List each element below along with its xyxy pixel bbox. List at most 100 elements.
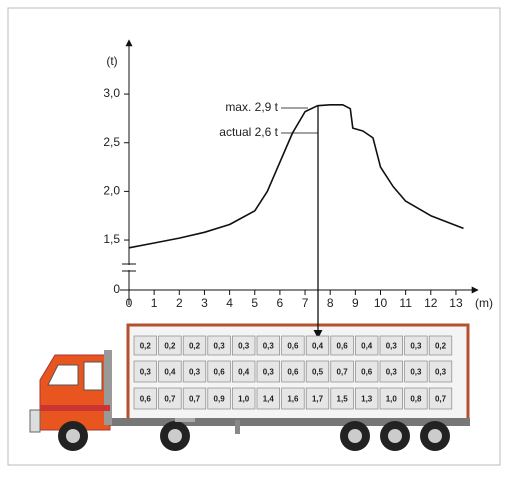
y-tick-label: 3,0 <box>103 86 120 100</box>
x-tick-label: 7 <box>302 296 309 310</box>
axis-break-gap <box>127 265 131 270</box>
table-cell <box>379 335 403 356</box>
annotation: actual 2,6 t <box>219 125 278 139</box>
cell-value: 0,7 <box>189 395 201 404</box>
cell-value: 0,2 <box>140 342 152 351</box>
x-tick-label: 6 <box>277 296 284 310</box>
x-tick-label: 2 <box>176 296 183 310</box>
cell-value: 0,7 <box>337 368 349 377</box>
cell-value: 0,2 <box>164 342 176 351</box>
cell-value: 0,3 <box>435 368 447 377</box>
table-cell <box>281 387 305 410</box>
cell-value: 0,3 <box>410 368 422 377</box>
table-cell <box>182 360 207 383</box>
table-cell <box>355 335 379 356</box>
y-tick-label: 2,5 <box>103 135 120 149</box>
annotation: max. 2,9 t <box>225 100 278 114</box>
table-cell <box>305 335 330 356</box>
cell-value: 1,4 <box>263 395 275 404</box>
table-cell <box>232 387 256 410</box>
table-cell <box>330 335 354 356</box>
cell-value: 1,3 <box>361 395 373 404</box>
table-cell <box>133 387 157 410</box>
table-cell <box>428 387 453 410</box>
x-tick-label: 8 <box>327 296 334 310</box>
table-cell <box>330 387 354 410</box>
cell-value: 0,3 <box>410 342 422 351</box>
cell-value: 0,3 <box>263 368 275 377</box>
table-cell <box>207 335 231 356</box>
table-cell <box>428 335 453 356</box>
cell-value: 0,4 <box>361 342 373 351</box>
cell-value: 0,2 <box>435 342 447 351</box>
cell-value: 0,3 <box>386 368 398 377</box>
x-tick-label: 12 <box>424 296 438 310</box>
x-tick-label: 10 <box>374 296 388 310</box>
table-cell <box>305 387 330 410</box>
cell-value: 0,4 <box>312 342 324 351</box>
x-tick-label: 11 <box>399 296 412 310</box>
cell-value: 0,3 <box>263 342 275 351</box>
cell-value: 0,5 <box>312 368 324 377</box>
table-cell <box>158 387 182 410</box>
x-tick-label: 5 <box>251 296 258 310</box>
cell-value: 0,3 <box>140 368 152 377</box>
table-cell <box>379 360 403 383</box>
table-cell <box>404 387 428 410</box>
frame <box>7 7 501 466</box>
table-cell <box>158 360 182 383</box>
table-cell <box>232 360 256 383</box>
table-cell <box>256 335 280 356</box>
cell-value: 1,0 <box>386 395 398 404</box>
cell-value: 0,6 <box>287 342 299 351</box>
table-cell <box>256 360 280 383</box>
cell-value: 0,3 <box>214 342 226 351</box>
cell-value: 0,7 <box>435 395 447 404</box>
table-cell <box>256 387 280 410</box>
y-tick-label: 2,0 <box>103 184 120 198</box>
cell-value: 1,6 <box>287 395 299 404</box>
table-cell <box>133 335 157 356</box>
table-cell <box>379 387 403 410</box>
x-tick-label: 9 <box>352 296 359 310</box>
table-cell <box>281 360 305 383</box>
table-cell <box>182 335 207 356</box>
table-cell <box>232 335 256 356</box>
x-axis-label: (m) <box>475 296 493 310</box>
x-tick-label: 3 <box>201 296 208 310</box>
cell-value: 0,4 <box>164 368 176 377</box>
table-cell <box>158 335 182 356</box>
cell-value: 0,3 <box>189 368 201 377</box>
table-cell <box>428 360 453 383</box>
table-cell <box>404 335 428 356</box>
cell-value: 1,7 <box>312 395 324 404</box>
cell-value: 0,2 <box>189 342 201 351</box>
table-cell <box>330 360 354 383</box>
table-cell <box>281 335 305 356</box>
cell-value: 0,3 <box>386 342 398 351</box>
y-tick-label: 1,5 <box>103 232 120 246</box>
table-cell <box>133 360 157 383</box>
table-cell <box>355 387 379 410</box>
table-cell <box>355 360 379 383</box>
y-axis-label: (t) <box>106 54 117 68</box>
table-cell <box>207 387 231 410</box>
x-tick-label: 13 <box>449 296 463 310</box>
x-tick-label: 4 <box>226 296 233 310</box>
cell-value: 0,3 <box>238 342 250 351</box>
cell-value: 0,7 <box>164 395 176 404</box>
cell-value: 0,8 <box>410 395 422 404</box>
cell-value: 1,0 <box>238 395 250 404</box>
x-tick-label: 0 <box>126 296 133 310</box>
cell-value: 0,9 <box>214 395 226 404</box>
data-line <box>128 104 464 249</box>
cell-value: 1,5 <box>337 395 349 404</box>
cell-value: 0,6 <box>337 342 349 351</box>
table-cell <box>207 360 231 383</box>
cell-value: 0,6 <box>214 368 226 377</box>
cell-value: 0,6 <box>287 368 299 377</box>
axis-break <box>122 263 136 272</box>
table-cell <box>305 360 330 383</box>
